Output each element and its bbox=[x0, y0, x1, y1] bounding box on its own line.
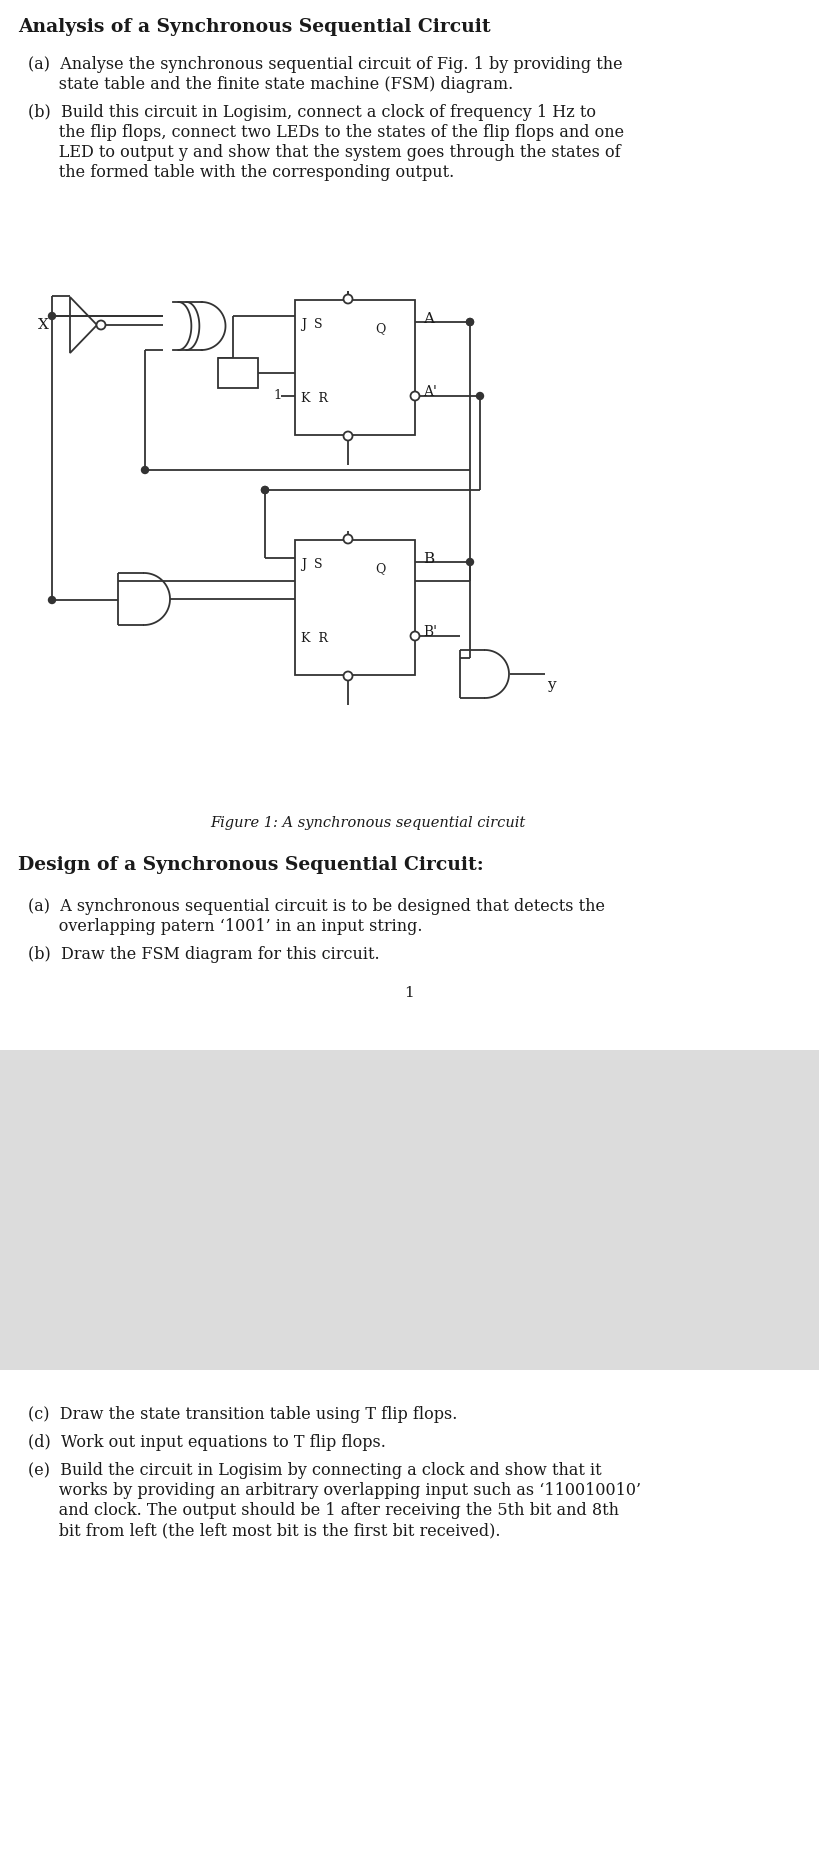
Text: the flip flops, connect two LEDs to the states of the flip flops and one: the flip flops, connect two LEDs to the … bbox=[28, 123, 624, 140]
Text: overlapping patern ‘1001’ in an input string.: overlapping patern ‘1001’ in an input st… bbox=[28, 918, 423, 935]
Text: Q: Q bbox=[375, 322, 386, 335]
Text: state table and the finite state machine (FSM) diagram.: state table and the finite state machine… bbox=[28, 77, 514, 94]
Circle shape bbox=[343, 432, 352, 441]
Circle shape bbox=[477, 393, 483, 400]
Text: works by providing an arbitrary overlapping input such as ‘110010010’: works by providing an arbitrary overlapp… bbox=[28, 1483, 641, 1500]
Text: B: B bbox=[423, 552, 434, 567]
Text: (a)  Analyse the synchronous sequential circuit of Fig. 1 by providing the: (a) Analyse the synchronous sequential c… bbox=[28, 56, 622, 73]
Circle shape bbox=[343, 671, 352, 681]
Circle shape bbox=[410, 391, 419, 400]
Text: B': B' bbox=[423, 625, 437, 640]
Text: (e)  Build the circuit in Logisim by connecting a clock and show that it: (e) Build the circuit in Logisim by conn… bbox=[28, 1462, 602, 1479]
Text: (c)  Draw the state transition table using T flip flops.: (c) Draw the state transition table usin… bbox=[28, 1406, 457, 1423]
Text: (a)  A synchronous sequential circuit is to be designed that detects the: (a) A synchronous sequential circuit is … bbox=[28, 898, 605, 914]
Text: J  S: J S bbox=[301, 318, 323, 331]
Text: 1: 1 bbox=[404, 985, 414, 1000]
Text: the formed table with the corresponding output.: the formed table with the corresponding … bbox=[28, 165, 455, 181]
Circle shape bbox=[467, 559, 473, 565]
FancyBboxPatch shape bbox=[218, 357, 258, 387]
Circle shape bbox=[343, 535, 352, 544]
Text: Analysis of a Synchronous Sequential Circuit: Analysis of a Synchronous Sequential Cir… bbox=[18, 19, 491, 36]
FancyBboxPatch shape bbox=[295, 540, 415, 675]
Text: (b)  Build this circuit in Logisim, connect a clock of frequency 1 Hz to: (b) Build this circuit in Logisim, conne… bbox=[28, 105, 596, 122]
Circle shape bbox=[48, 312, 56, 320]
Circle shape bbox=[410, 632, 419, 641]
Circle shape bbox=[261, 486, 269, 494]
Circle shape bbox=[142, 466, 148, 473]
FancyBboxPatch shape bbox=[0, 1049, 819, 1371]
Text: J  S: J S bbox=[301, 557, 323, 570]
Text: 1: 1 bbox=[273, 389, 282, 402]
Text: Design of a Synchronous Sequential Circuit:: Design of a Synchronous Sequential Circu… bbox=[18, 856, 484, 873]
Text: A': A' bbox=[423, 385, 437, 398]
Text: X: X bbox=[38, 318, 49, 333]
Text: (d)  Work out input equations to T flip flops.: (d) Work out input equations to T flip f… bbox=[28, 1434, 386, 1451]
Text: Q: Q bbox=[375, 563, 386, 574]
Text: K  R: K R bbox=[301, 393, 328, 406]
Text: Figure 1: A synchronous sequential circuit: Figure 1: A synchronous sequential circu… bbox=[210, 815, 525, 830]
Circle shape bbox=[467, 318, 473, 325]
Text: K  R: K R bbox=[301, 632, 328, 645]
Text: (b)  Draw the FSM diagram for this circuit.: (b) Draw the FSM diagram for this circui… bbox=[28, 946, 380, 963]
Text: y: y bbox=[547, 679, 555, 692]
Text: and clock. The output should be 1 after receiving the 5th bit and 8th: and clock. The output should be 1 after … bbox=[28, 1502, 619, 1518]
Circle shape bbox=[467, 318, 473, 325]
Text: A: A bbox=[423, 312, 434, 325]
Circle shape bbox=[97, 320, 106, 329]
FancyBboxPatch shape bbox=[295, 299, 415, 436]
Text: bit from left (the left most bit is the first bit received).: bit from left (the left most bit is the … bbox=[28, 1522, 500, 1539]
Circle shape bbox=[261, 486, 269, 494]
Circle shape bbox=[343, 294, 352, 303]
Circle shape bbox=[48, 597, 56, 604]
Text: LED to output y and show that the system goes through the states of: LED to output y and show that the system… bbox=[28, 144, 621, 161]
